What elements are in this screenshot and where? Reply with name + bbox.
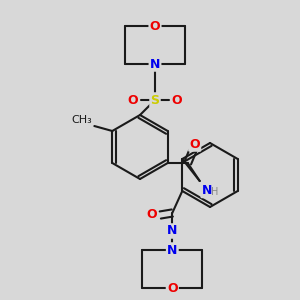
Text: O: O <box>146 208 157 221</box>
Text: N: N <box>167 244 178 256</box>
Text: H: H <box>211 187 218 197</box>
Text: N: N <box>202 184 212 197</box>
Text: CH₃: CH₃ <box>71 115 92 125</box>
Text: N: N <box>150 58 160 70</box>
Text: S: S <box>151 94 160 106</box>
Text: O: O <box>167 281 178 295</box>
Text: O: O <box>150 20 160 32</box>
Text: O: O <box>189 137 200 151</box>
Text: O: O <box>172 94 182 106</box>
Text: O: O <box>128 94 138 106</box>
Text: N: N <box>167 224 178 238</box>
